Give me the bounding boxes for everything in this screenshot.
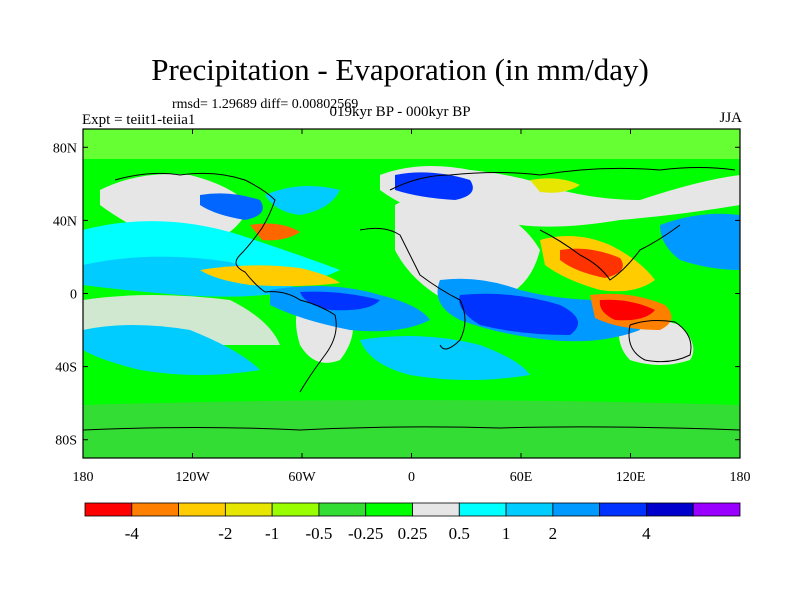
field-caribbean-yellow (200, 265, 340, 287)
x-axis-tick-labels: 180 120W 60W 0 60E 120E 180 (73, 470, 751, 485)
field-hudson-blue (200, 193, 263, 220)
field-europe-blue (395, 172, 473, 200)
x-tick-label: 180 (73, 470, 94, 485)
x-tick-label: 60E (510, 470, 533, 485)
legend-label: -1 (265, 524, 279, 543)
coastlines (83, 167, 740, 431)
field-antarctic (83, 400, 740, 458)
field-south-atlantic-blue (360, 336, 530, 380)
map-title: Precipitation - Evaporation (in mm/day) (151, 52, 649, 87)
legend-swatch (599, 502, 647, 517)
field-south-pacific-blue (83, 325, 260, 375)
legend-label: 0.5 (449, 524, 470, 543)
period-label: 019kyr BP - 000kyr BP (329, 104, 471, 120)
field-indian-ocean-core (459, 293, 578, 335)
legend-swatch (84, 502, 133, 517)
y-axis-tick-labels: 80N 40N 0 40S 80S (53, 141, 77, 448)
legend-label: -0.25 (348, 524, 383, 543)
legend-label: 0.25 (398, 524, 428, 543)
x-tick-label: 0 (408, 470, 415, 485)
legend-label: 1 (502, 524, 511, 543)
legend-swatch (458, 502, 507, 517)
field-atlantic-core (300, 291, 380, 311)
y-tick-label: 40S (55, 361, 77, 376)
x-tick-label: 60W (288, 470, 316, 485)
stats-text: rmsd= 1.29689 diff= 0.00802569 (172, 97, 359, 112)
tick-marks (82, 129, 741, 458)
y-tick-label: 80S (55, 434, 77, 449)
legend-label: 4 (642, 524, 651, 543)
legend-swatch (552, 502, 601, 517)
x-tick-label: 120E (616, 470, 646, 485)
legend-label: -0.5 (305, 524, 332, 543)
x-tick-label: 120W (175, 470, 210, 485)
legend-swatch (365, 502, 413, 517)
legend-labels: -4 -2 -1 -0.5 -0.25 0.25 0.5 1 2 4 (125, 524, 651, 543)
legend-swatch (412, 502, 460, 517)
legend-label: -2 (218, 524, 232, 543)
field-south-asia-red (560, 248, 623, 278)
legend-label: 2 (549, 524, 558, 543)
legend-swatch (505, 502, 554, 517)
legend-swatch (692, 502, 741, 517)
legend-swatch (646, 502, 694, 517)
field-north-atlantic-blue (265, 186, 340, 215)
field-west-pacific-blue (660, 213, 740, 270)
field-siberia-yellow (530, 178, 580, 193)
legend-swatch (131, 502, 179, 517)
legend-swatch (271, 502, 320, 517)
y-tick-label: 40N (53, 214, 77, 229)
field-maritime-red (599, 299, 655, 321)
legend-label: -4 (125, 524, 140, 543)
legend-swatch (318, 502, 367, 517)
legend-boxes (84, 502, 741, 517)
y-tick-label: 80N (53, 141, 77, 156)
y-tick-label: 0 (70, 288, 77, 303)
field-tropical-pacific (83, 256, 300, 297)
legend-swatch (224, 502, 273, 517)
season-label: JJA (719, 110, 742, 126)
x-tick-label: 180 (730, 470, 751, 485)
legend-swatch (178, 502, 226, 517)
experiment-label: Expt = teiit1-teiia1 (82, 112, 196, 128)
